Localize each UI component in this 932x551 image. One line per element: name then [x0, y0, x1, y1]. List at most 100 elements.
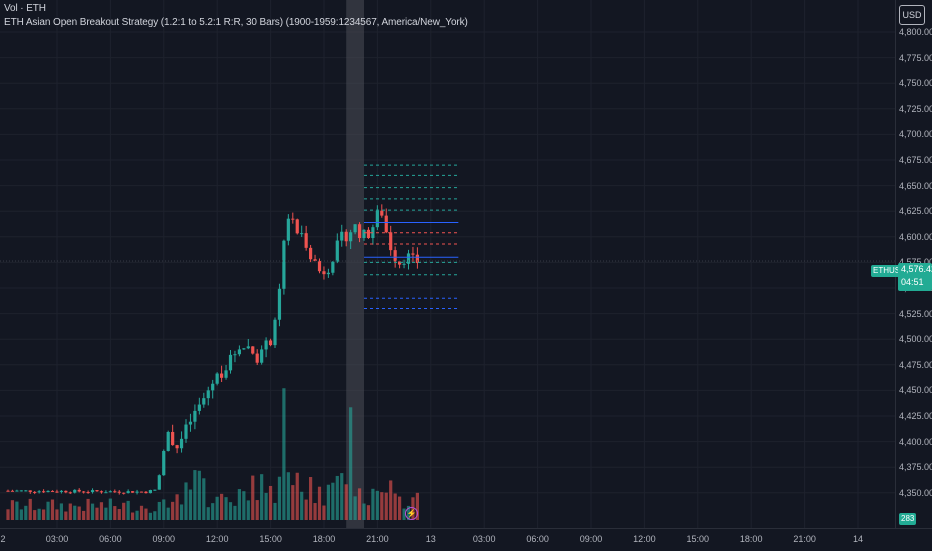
candle-body [104, 492, 108, 494]
volume-bar [251, 475, 255, 520]
volume-bar [90, 503, 95, 520]
candle-body [202, 398, 206, 405]
candle-body [260, 349, 264, 363]
candle-body [197, 404, 201, 411]
volume-bar [46, 501, 50, 520]
volume-bar [317, 486, 322, 520]
price-tick-label: 4,700.00 [899, 129, 932, 140]
candle-body [42, 491, 46, 493]
candle-body [82, 491, 86, 493]
time-tick-label: 06:00 [526, 534, 549, 544]
volume-bar [273, 502, 277, 520]
bar-countdown: 04:51 [901, 277, 924, 287]
price-tick-label: 4,500.00 [899, 334, 932, 345]
price-chart[interactable] [0, 0, 895, 528]
candle-body [331, 261, 335, 273]
volume-bar [331, 482, 335, 520]
volume-bar [268, 485, 273, 520]
time-tick-label: 03:00 [472, 534, 496, 544]
candle-body [393, 250, 397, 262]
candle-body [188, 421, 193, 425]
price-tick-label: 4,800.00 [899, 27, 932, 37]
volume-bar [357, 488, 362, 520]
time-tick-label: 18:00 [739, 534, 763, 544]
candle-body [99, 491, 104, 493]
volume-bar [295, 472, 299, 520]
volume-bar [162, 499, 166, 520]
candle-body [344, 231, 348, 242]
candle-body [357, 224, 362, 239]
candle-body [384, 215, 388, 233]
candle-body [10, 490, 15, 492]
candle-body [157, 475, 161, 490]
price-tick-label: 4,675.00 [899, 155, 932, 165]
candle-body [246, 346, 250, 349]
volume-bar [104, 507, 108, 520]
volume-bar [28, 498, 32, 520]
volume-bar [108, 498, 112, 520]
candle-body [277, 288, 282, 320]
volume-bar [322, 505, 326, 520]
volume-bar [255, 500, 259, 520]
volume-legend: Vol · ETH [4, 3, 46, 14]
volume-bar [144, 508, 148, 520]
volume-value-label: 283 [899, 513, 917, 525]
candle-body [175, 445, 179, 449]
volume-bar [380, 492, 384, 520]
volume-bar [371, 488, 375, 520]
volume-bar [10, 500, 15, 520]
candle-body [6, 490, 10, 492]
time-tick-label: 21:00 [793, 534, 816, 544]
candle-body [264, 340, 268, 350]
price-tick-label: 4,375.00 [899, 462, 932, 473]
volume-bar [68, 503, 72, 520]
volume-bar [384, 492, 388, 520]
candle-body [184, 424, 188, 439]
candle-body [24, 490, 28, 492]
volume-bar [389, 480, 393, 520]
candle-body [326, 272, 330, 275]
candle-body [389, 232, 393, 251]
volume-bar [335, 475, 339, 520]
volume-bar [148, 512, 152, 520]
last-price-value: 4,576.42 [901, 264, 932, 274]
price-tick-label: 4,450.00 [899, 385, 932, 396]
time-axis[interactable]: 2 03:00 06:00 09:00 12:00 15:00 18:00 21:00 13 03… [0, 528, 932, 551]
time-tick-label: 15:00 [259, 534, 282, 544]
volume-bar [237, 489, 241, 520]
price-tick-label: 4,400.00 [899, 436, 932, 447]
candle-body [304, 233, 308, 248]
volume-bar [197, 470, 201, 520]
volume-bar [171, 501, 175, 520]
alert-icon[interactable]: ⚡ [405, 507, 418, 520]
time-tick-label: 09:00 [152, 534, 176, 544]
volume-bar [415, 492, 419, 520]
volume-bar [402, 508, 406, 520]
volume-bar [166, 507, 170, 520]
volume-bar [139, 505, 144, 520]
volume-bar [55, 509, 59, 520]
candle-body [251, 346, 255, 354]
volume-bar [215, 496, 219, 520]
volume-bar [59, 503, 63, 520]
time-tick-label: 18:00 [312, 534, 336, 544]
candle-body [362, 229, 366, 239]
currency-button[interactable]: USD [899, 5, 925, 25]
candle-body [131, 491, 135, 493]
candle-body [148, 490, 152, 494]
candle-body [86, 492, 90, 494]
candle-body [291, 218, 295, 220]
volume-bar [33, 510, 37, 520]
candle-body [193, 410, 197, 422]
time-tick-label: 13 [425, 534, 436, 544]
volume-bar [246, 500, 250, 520]
volume-bar [99, 502, 104, 520]
chart-area[interactable]: Vol · ETH ETH Asian Open Breakout Strate… [0, 0, 895, 528]
volume-bar [42, 509, 46, 520]
candle-body [46, 490, 50, 493]
volume-bar [286, 472, 290, 520]
volume-bar [113, 506, 117, 520]
candle-body [50, 490, 55, 492]
candle-body [255, 353, 259, 363]
candle-body [28, 490, 32, 492]
